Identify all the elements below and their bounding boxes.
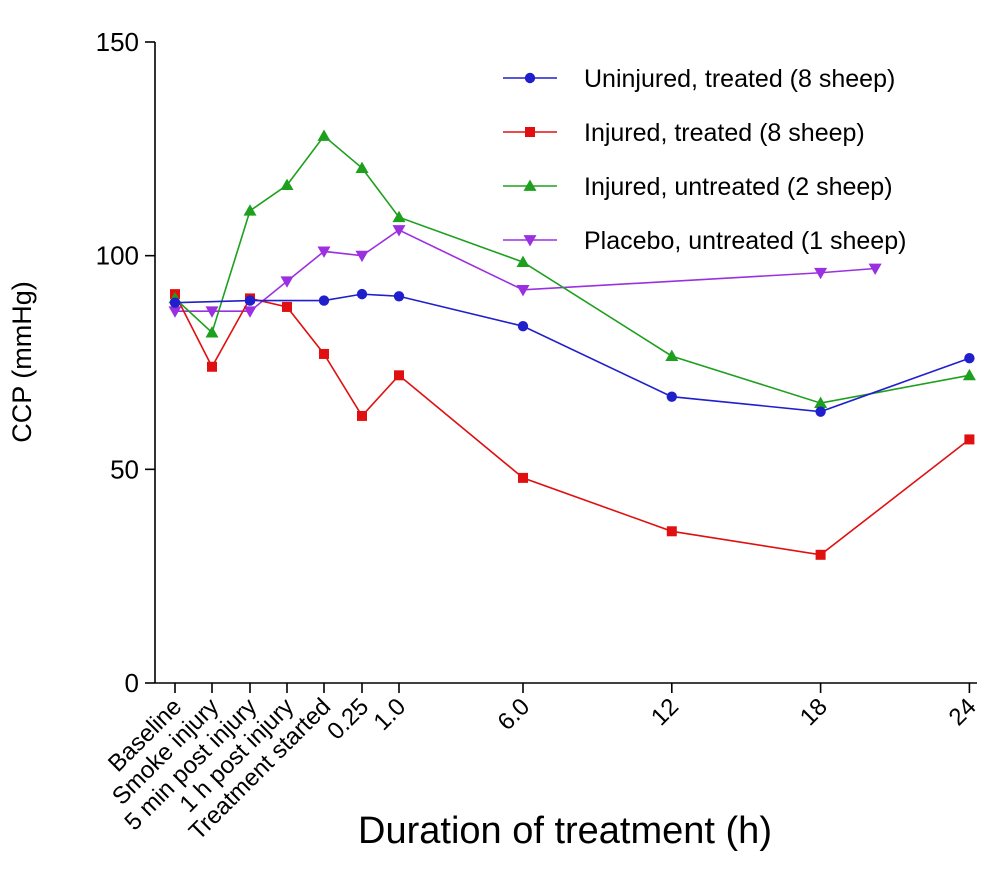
legend: Uninjured, treated (8 sheep) Injured, tre… <box>503 65 906 255</box>
legend-swatch-marker <box>524 72 536 84</box>
legend-label: Placebo, untreated (1 sheep) <box>584 227 906 255</box>
x-tick-label-6-0: 6.0 <box>493 693 536 736</box>
series-line-injured-treated-8-sheep <box>174 293 970 556</box>
x-tick-label-24: 24 <box>944 693 982 731</box>
series-uninjured-treated-8-sheep <box>169 288 975 417</box>
data-point-injured-treated-8-sheep-7 <box>518 472 528 483</box>
legend-item-injured-untreated-2-sheep: Injured, untreated (2 sheep) <box>503 173 893 201</box>
data-point-placebo-untreated-1-sheep-0 <box>168 306 182 318</box>
data-point-uninjured-treated-8-sheep-7 <box>815 406 826 417</box>
data-point-uninjured-treated-8-sheep-5 <box>517 320 529 332</box>
data-point-placebo-untreated-1-sheep-8 <box>814 267 828 280</box>
series-injured-treated-8-sheep <box>170 289 975 560</box>
data-point-injured-treated-8-sheep-3 <box>282 301 292 312</box>
legend-item-placebo-untreated-1-sheep: Placebo, untreated (1 sheep) <box>503 227 906 255</box>
data-point-uninjured-treated-8-sheep-3 <box>356 288 368 300</box>
y-tick-label-50: 50 <box>110 454 139 484</box>
data-point-injured-untreated-2-sheep-8 <box>665 349 679 361</box>
data-point-injured-untreated-2-sheep-10 <box>962 368 976 381</box>
series-placebo-untreated-1-sheep <box>168 225 882 318</box>
series-line-placebo-untreated-1-sheep <box>175 229 876 313</box>
axes <box>154 42 977 684</box>
data-point-injured-untreated-2-sheep-9 <box>814 396 828 408</box>
data-point-placebo-untreated-1-sheep-6 <box>392 225 406 237</box>
data-point-uninjured-treated-8-sheep-1 <box>244 295 256 306</box>
data-point-injured-treated-8-sheep-5 <box>357 410 367 421</box>
y-ticks: 0 50 100 150 <box>96 27 155 698</box>
data-point-placebo-untreated-1-sheep-9 <box>868 263 882 275</box>
data-point-injured-treated-8-sheep-1 <box>207 361 217 372</box>
data-point-uninjured-treated-8-sheep-6 <box>666 391 677 402</box>
y-axis-title: CCP (mmHg) <box>7 281 37 443</box>
data-point-uninjured-treated-8-sheep-8 <box>964 353 975 364</box>
data-point-uninjured-treated-8-sheep-2 <box>318 295 330 306</box>
legend-item-injured-treated-8-sheep: Injured, treated (8 sheep) <box>503 119 865 147</box>
data-point-placebo-untreated-1-sheep-5 <box>355 250 369 263</box>
x-axis-title: Duration of treatment (h) <box>358 810 772 852</box>
legend-label: Injured, treated (8 sheep) <box>584 119 865 147</box>
data-point-injured-treated-8-sheep-9 <box>815 549 826 560</box>
x-tick-label-1-0: 1.0 <box>369 693 412 736</box>
data-point-injured-untreated-2-sheep-7 <box>516 255 530 267</box>
data-point-injured-untreated-2-sheep-3 <box>280 178 294 191</box>
legend-swatch-marker <box>523 179 537 191</box>
legend-swatch-marker <box>523 235 537 247</box>
data-point-injured-treated-8-sheep-4 <box>319 348 329 359</box>
series-line-uninjured-treated-8-sheep <box>174 293 970 413</box>
data-point-injured-treated-8-sheep-6 <box>394 370 404 381</box>
data-point-injured-untreated-2-sheep-5 <box>355 161 369 173</box>
data-point-injured-untreated-2-sheep-2 <box>243 204 257 216</box>
data-point-placebo-untreated-1-sheep-3 <box>280 276 294 288</box>
data-point-injured-untreated-2-sheep-1 <box>205 326 219 338</box>
y-tick-label-100: 100 <box>96 241 139 271</box>
data-point-placebo-untreated-1-sheep-7 <box>516 284 530 297</box>
y-tick-label-150: 150 <box>96 27 139 57</box>
legend-label: Injured, untreated (2 sheep) <box>584 173 893 201</box>
x-tick-label-0-25: 0.25 <box>322 693 374 745</box>
data-point-injured-treated-8-sheep-8 <box>666 526 677 537</box>
data-point-injured-untreated-2-sheep-6 <box>392 210 406 223</box>
series-lines <box>168 129 976 560</box>
series-injured-untreated-2-sheep <box>168 129 976 408</box>
x-tick-label-18: 18 <box>795 693 833 731</box>
data-point-placebo-untreated-1-sheep-4 <box>317 246 331 258</box>
legend-label: Uninjured, treated (8 sheep) <box>584 65 895 93</box>
legend-swatch-marker <box>525 127 535 137</box>
data-point-placebo-untreated-1-sheep-2 <box>243 306 257 318</box>
data-point-uninjured-treated-8-sheep-4 <box>393 291 405 302</box>
y-tick-label-0: 0 <box>125 668 139 698</box>
x-tick-label-12: 12 <box>646 693 684 731</box>
legend-item-uninjured-treated-8-sheep: Uninjured, treated (8 sheep) <box>503 65 895 93</box>
data-point-uninjured-treated-8-sheep-0 <box>169 297 181 308</box>
data-point-injured-treated-8-sheep-10 <box>964 434 975 445</box>
data-point-injured-untreated-2-sheep-4 <box>317 129 331 141</box>
data-point-placebo-untreated-1-sheep-1 <box>205 306 219 318</box>
